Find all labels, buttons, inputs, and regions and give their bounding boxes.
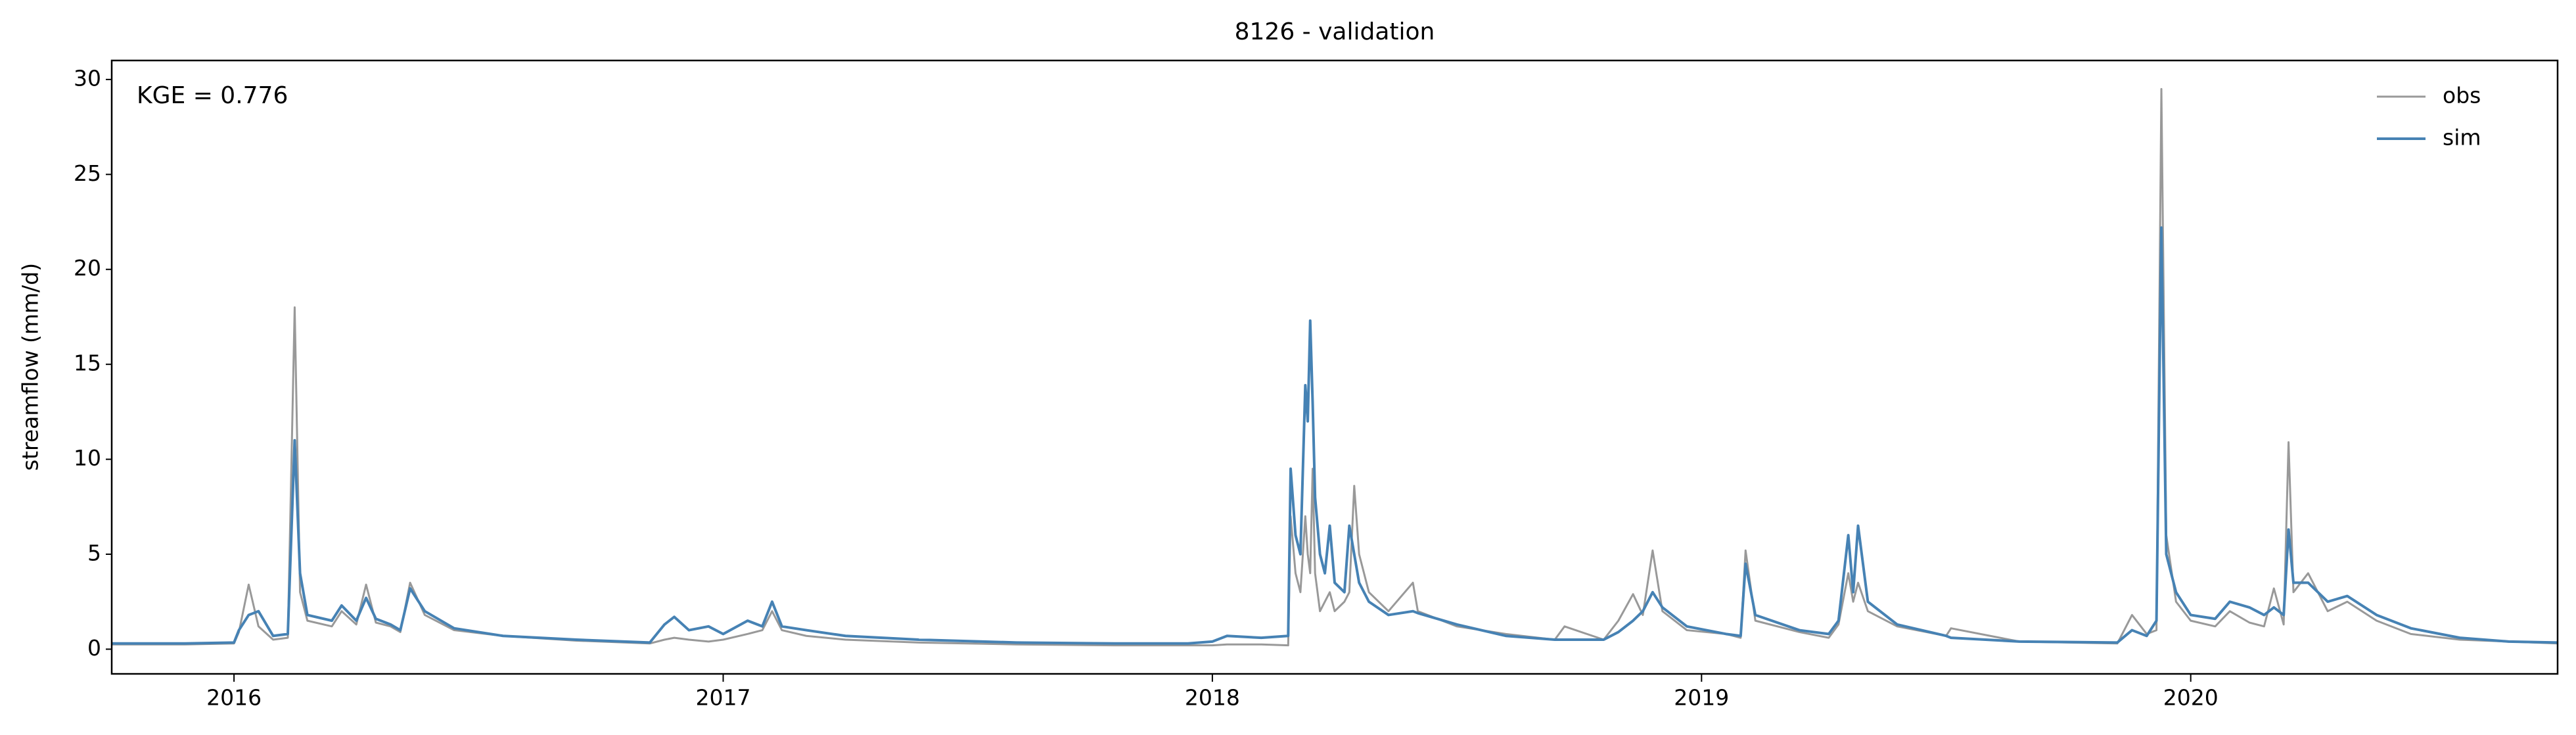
annotation: KGE = 0.776 [137,82,288,109]
legend-label: sim [2443,125,2481,151]
y-tick-label: 0 [87,635,101,661]
y-tick-label: 25 [74,160,101,186]
chart-title: 8126 - validation [1235,18,1435,45]
y-axis-label: streamflow (mm/d) [18,263,43,471]
series-line [112,226,2558,645]
x-tick-label: 2017 [696,685,751,711]
y-tick-label: 15 [74,350,101,376]
y-tick-label: 20 [74,255,101,281]
x-tick-label: 2020 [2163,685,2219,711]
y-tick-label: 30 [74,65,101,91]
legend-label: obs [2443,83,2481,108]
x-tick-label: 2018 [1185,685,1240,711]
x-tick-label: 2016 [206,685,262,711]
y-tick-label: 10 [74,445,101,471]
y-tick-label: 5 [87,540,101,566]
plot-frame [110,59,2559,675]
x-tick-label: 2019 [1674,685,1729,711]
